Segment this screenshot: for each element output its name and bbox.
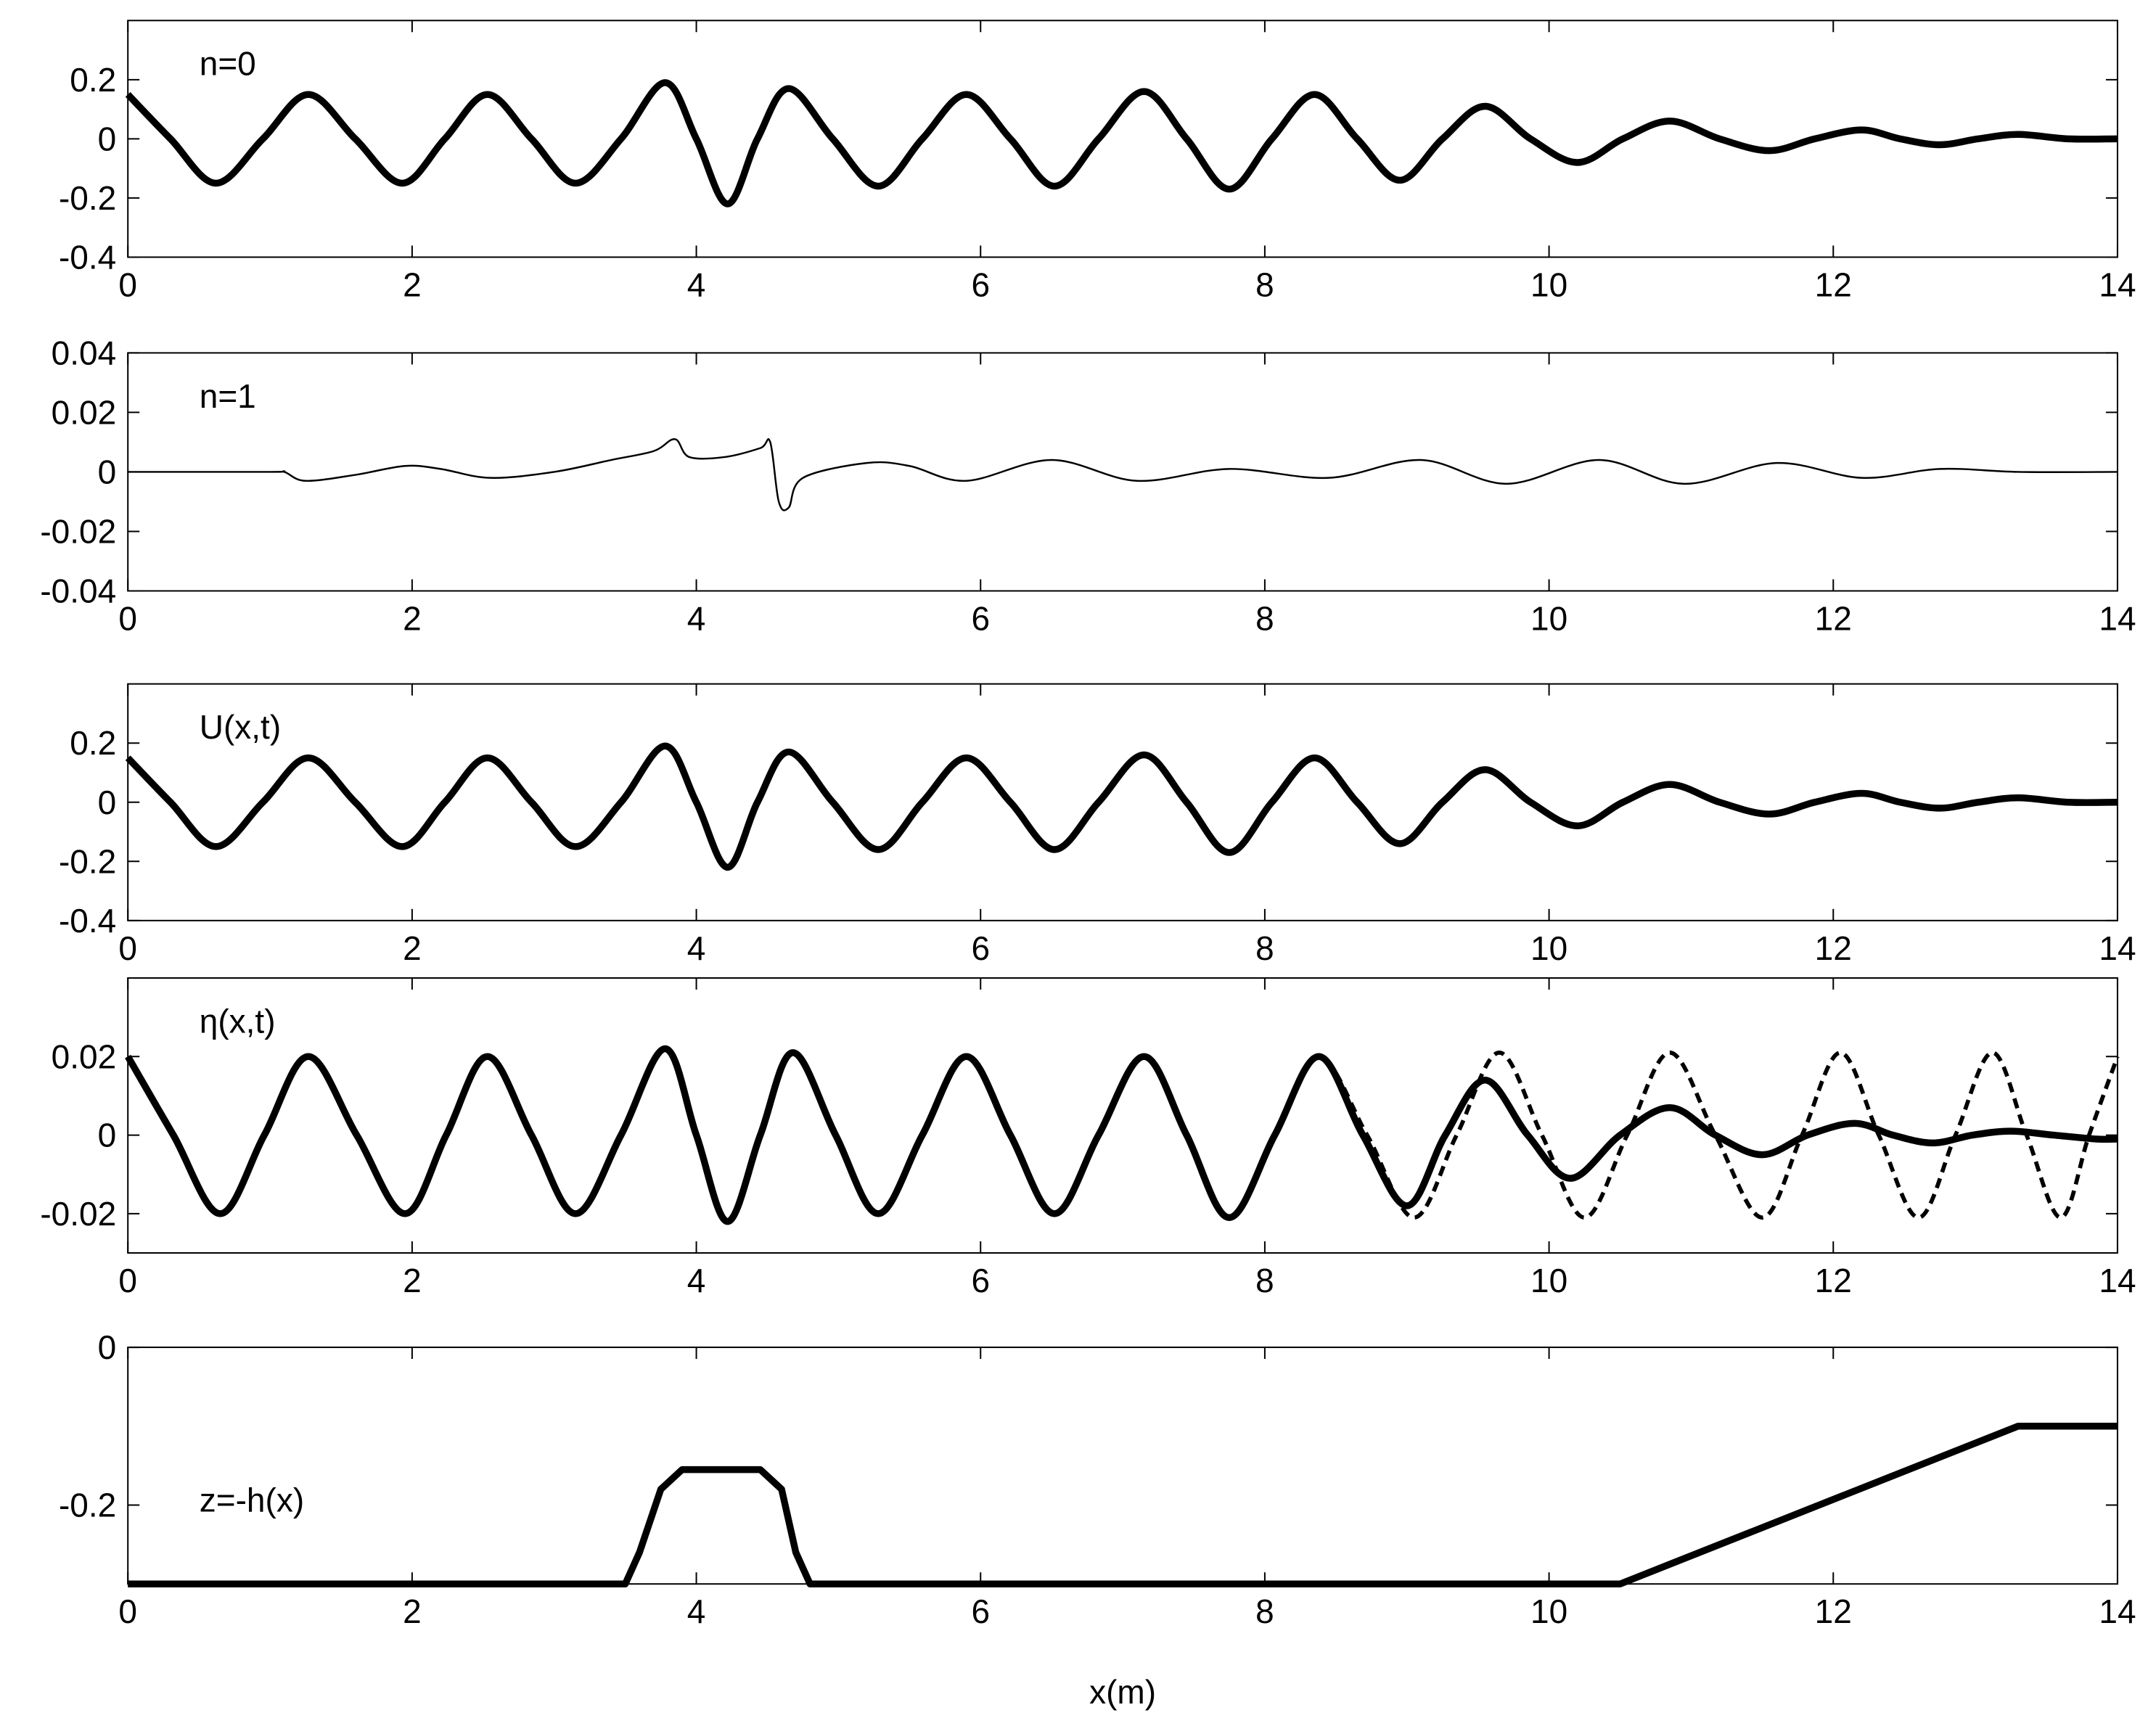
data-line <box>128 1423 2118 1587</box>
x-tick-label: 8 <box>1255 1262 1274 1299</box>
y-tick-label: -0.2 <box>59 179 116 217</box>
x-tick-label: 10 <box>1530 599 1567 637</box>
y-tick-label: 0.2 <box>70 61 116 99</box>
x-tick-label: 10 <box>1530 266 1567 303</box>
y-tick-label: -0.02 <box>40 1195 116 1233</box>
x-tick-label: 2 <box>403 266 422 303</box>
x-tick-label: 8 <box>1255 266 1274 303</box>
panel-label: n=1 <box>200 377 256 415</box>
data-line <box>125 1045 2118 1225</box>
axes-frame <box>127 977 2118 1254</box>
x-tick-label: 12 <box>1815 599 1852 637</box>
x-tick-label: 4 <box>687 929 706 967</box>
panel-label: U(x,t) <box>200 708 281 746</box>
x-tick-label: 14 <box>2099 599 2136 637</box>
x-tick-label: 14 <box>2099 1262 2136 1299</box>
x-tick-label: 8 <box>1255 929 1274 967</box>
x-tick-label: 12 <box>1815 929 1852 967</box>
y-tick-label: 0 <box>98 784 117 821</box>
x-tick-label: 6 <box>971 1262 990 1299</box>
x-tick-label: 6 <box>971 929 990 967</box>
y-tick-label: -0.04 <box>40 572 116 609</box>
x-tick-label: 0 <box>118 599 137 637</box>
x-tick-label: 12 <box>1815 1262 1852 1299</box>
x-tick-label: 2 <box>403 1262 422 1299</box>
y-tick-label: -0.2 <box>59 1487 116 1524</box>
y-tick-label: 0.02 <box>52 1037 117 1075</box>
x-tick-label: 8 <box>1255 599 1274 637</box>
x-tick-label: 10 <box>1530 929 1567 967</box>
x-tick-label: 0 <box>118 266 137 303</box>
x-tick-label: 2 <box>403 1592 422 1630</box>
y-tick-label: 0 <box>98 1328 117 1366</box>
x-tick-label: 0 <box>118 929 137 967</box>
x-tick-label: 0 <box>118 1262 137 1299</box>
x-tick-label: 8 <box>1255 1592 1274 1630</box>
x-tick-label: 12 <box>1815 1592 1852 1630</box>
x-axis-label: x(m) <box>1089 1673 1156 1711</box>
x-tick-label: 12 <box>1815 266 1852 303</box>
x-tick-label: 4 <box>687 266 706 303</box>
x-tick-label: 6 <box>971 599 990 637</box>
x-tick-label: 10 <box>1530 1592 1567 1630</box>
x-tick-label: 0 <box>118 1592 137 1630</box>
x-tick-label: 2 <box>403 599 422 637</box>
data-line <box>128 437 2118 511</box>
y-tick-label: -0.02 <box>40 512 116 550</box>
y-tick-label: 0.2 <box>70 724 116 762</box>
x-tick-label: 6 <box>971 1592 990 1630</box>
x-tick-label: 4 <box>687 1262 706 1299</box>
y-tick-label: 0.02 <box>52 393 117 431</box>
y-tick-label: 0.04 <box>52 334 117 371</box>
y-tick-label: 0 <box>98 453 117 490</box>
x-tick-label: 14 <box>2099 929 2136 967</box>
axes-frame <box>127 352 2118 592</box>
y-tick-label: -0.4 <box>59 902 116 940</box>
axes-frame <box>127 1347 2118 1585</box>
y-tick-label: 0 <box>98 1117 117 1154</box>
panel-label: η(x,t) <box>200 1002 276 1040</box>
y-tick-label: 0 <box>98 120 117 157</box>
data-line <box>125 742 2118 871</box>
y-tick-label: -0.4 <box>59 238 116 276</box>
panel-label: n=0 <box>200 45 256 83</box>
x-tick-label: 6 <box>971 266 990 303</box>
y-tick-label: -0.2 <box>59 842 116 880</box>
x-tick-label: 4 <box>687 1592 706 1630</box>
x-tick-label: 2 <box>403 929 422 967</box>
data-line <box>125 79 2118 207</box>
x-tick-label: 4 <box>687 599 706 637</box>
x-tick-label: 10 <box>1530 1262 1567 1299</box>
x-tick-label: 14 <box>2099 1592 2136 1630</box>
panel-label: z=-h(x) <box>200 1481 304 1518</box>
data-line <box>126 1046 2120 1224</box>
x-tick-label: 14 <box>2099 266 2136 303</box>
